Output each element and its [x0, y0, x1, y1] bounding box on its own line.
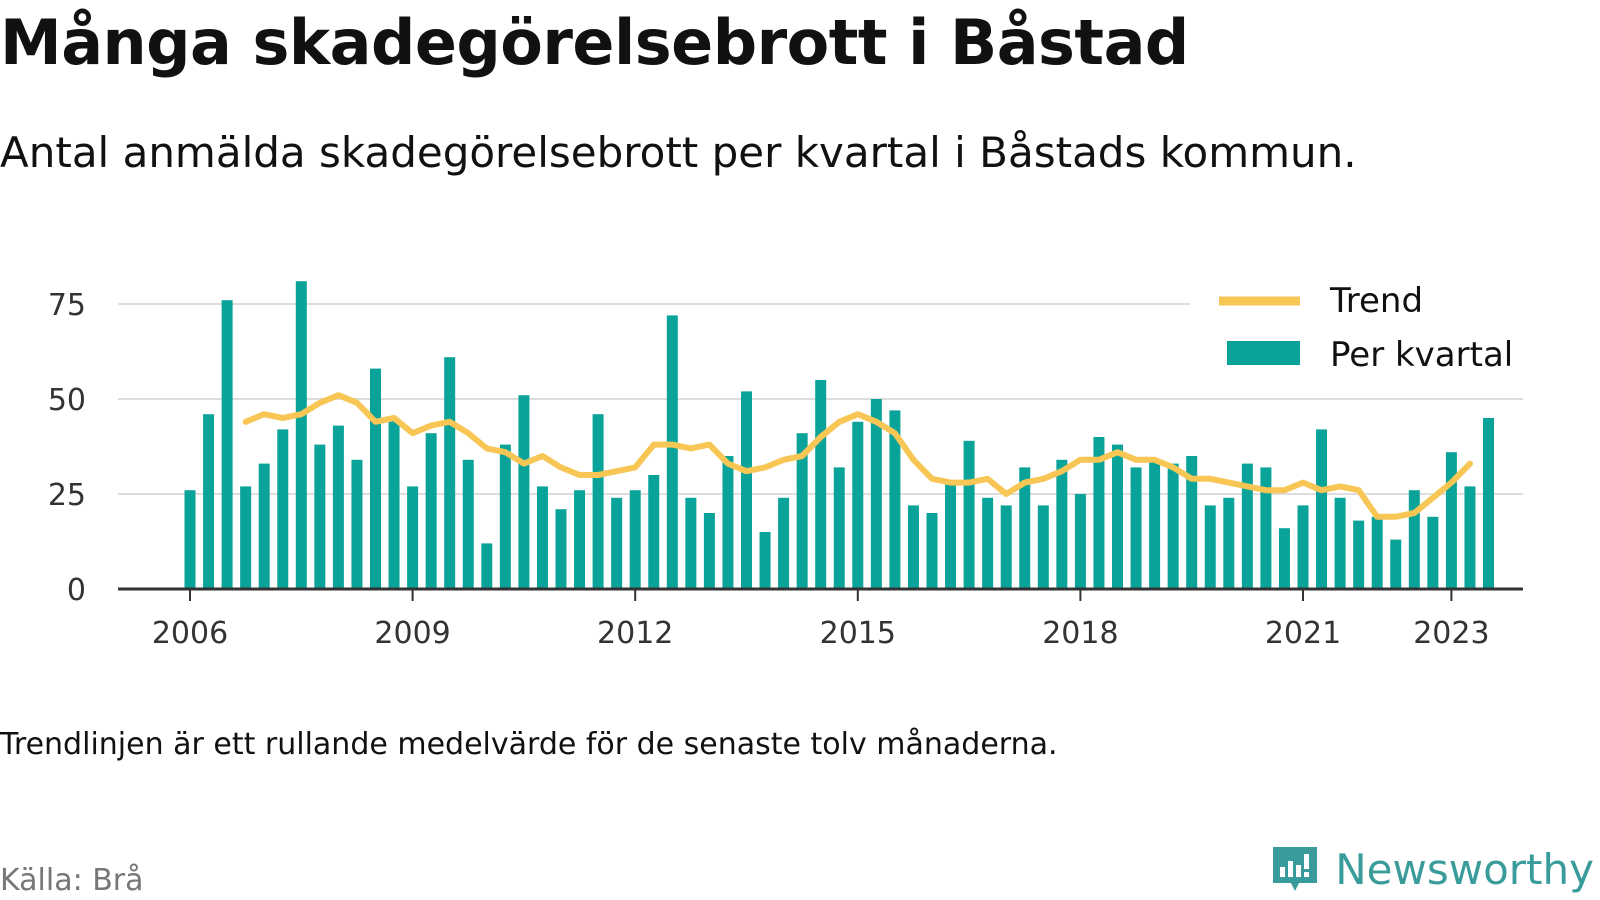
bar	[1371, 516, 1383, 589]
brand-name: Newsworthy	[1335, 844, 1594, 894]
bar	[1093, 437, 1105, 589]
bar	[963, 440, 975, 589]
x-tick-label: 2012	[597, 616, 673, 651]
y-tick-label: 75	[48, 288, 86, 323]
bar	[1316, 429, 1328, 589]
bar	[685, 497, 697, 589]
bar	[1130, 467, 1142, 589]
bar	[778, 497, 790, 589]
bar	[574, 490, 586, 589]
bar	[1186, 456, 1198, 589]
bar	[611, 497, 623, 589]
x-tick-label: 2021	[1265, 616, 1341, 651]
bar	[1241, 463, 1253, 589]
bar	[203, 414, 215, 589]
bar	[555, 509, 567, 589]
bar	[1445, 452, 1457, 589]
bar	[407, 486, 419, 589]
bar	[1297, 505, 1309, 589]
bar	[184, 490, 196, 589]
bar	[629, 490, 641, 589]
bar	[221, 300, 233, 589]
bar	[1278, 528, 1290, 589]
newsworthy-logo-icon	[1273, 847, 1318, 891]
bar	[1000, 505, 1012, 589]
bar	[1074, 494, 1086, 589]
bar	[722, 456, 734, 589]
x-tick-label: 2023	[1413, 616, 1489, 651]
bar	[982, 497, 994, 589]
bar	[907, 505, 919, 589]
bar	[1260, 467, 1272, 589]
bar	[536, 486, 548, 589]
chart-title: Många skadegörelsebrott i Båstad	[0, 6, 1189, 79]
bar	[759, 532, 771, 589]
bar	[1483, 418, 1494, 589]
bar	[1112, 444, 1123, 589]
bar	[258, 463, 270, 589]
bar	[518, 395, 530, 589]
bar	[703, 513, 715, 589]
x-tick-label: 2015	[820, 616, 896, 651]
chart-note: Trendlinjen är ett rullande medelvärde f…	[0, 727, 1058, 762]
bar	[1334, 497, 1346, 589]
chart-source: Källa: Brå	[0, 863, 144, 898]
y-tick-label: 0	[67, 573, 86, 608]
bar	[945, 482, 957, 589]
bar	[833, 467, 845, 589]
bar	[462, 459, 474, 589]
bar	[1223, 497, 1235, 589]
bar	[1353, 520, 1365, 589]
legend: Trend Per kvartal	[1190, 266, 1530, 391]
bar	[1408, 490, 1420, 589]
bar	[444, 357, 456, 589]
bar	[1037, 505, 1049, 589]
x-tick-label: 2018	[1042, 616, 1118, 651]
bar	[796, 433, 808, 589]
bar	[1019, 467, 1031, 589]
bar	[815, 380, 827, 589]
bar	[1464, 486, 1476, 589]
bar	[1390, 539, 1402, 589]
bar	[370, 368, 381, 589]
x-tick-label: 2009	[374, 616, 450, 651]
trend-line-layer	[242, 392, 1473, 520]
y-tick-label: 25	[48, 478, 86, 513]
bar	[1149, 459, 1161, 589]
chart-subtitle: Antal anmälda skadegörelsebrott per kvar…	[0, 128, 1357, 177]
bar-chart: 0 25 50 75 2006 2009 2012 2015 2018 2021 2023 Tren…	[48, 266, 1530, 651]
bar	[351, 459, 363, 589]
bar	[277, 429, 289, 589]
bar	[332, 425, 344, 589]
bar	[648, 475, 660, 589]
bar	[870, 399, 882, 589]
bar	[592, 414, 604, 589]
bar	[1056, 459, 1068, 589]
bar	[852, 421, 864, 589]
bar	[499, 444, 511, 589]
bar	[295, 281, 307, 589]
bar-layer	[184, 281, 1494, 589]
trend-line	[242, 392, 1473, 520]
y-tick-label: 50	[48, 383, 86, 418]
x-tick-label: 2006	[152, 616, 228, 651]
bar	[425, 433, 437, 589]
bar	[388, 418, 400, 589]
bar	[481, 543, 493, 589]
bar	[666, 315, 678, 589]
newsworthy-brand: Newsworthy	[1269, 843, 1594, 895]
legend-background	[1190, 266, 1530, 391]
bar	[926, 513, 938, 589]
bar	[1204, 505, 1216, 589]
legend-per-kvartal-swatch	[1227, 341, 1300, 365]
axis-layer: 0 25 50 75 2006 2009 2012 2015 2018 2021 2023	[48, 288, 1523, 651]
bar	[240, 486, 252, 589]
bar	[314, 444, 326, 589]
legend-label-trend: Trend	[1329, 281, 1423, 321]
bar	[1427, 516, 1439, 589]
bar	[741, 391, 752, 589]
bar	[1167, 463, 1179, 589]
legend-label-per-kvartal: Per kvartal	[1330, 335, 1513, 375]
bar	[889, 410, 901, 589]
